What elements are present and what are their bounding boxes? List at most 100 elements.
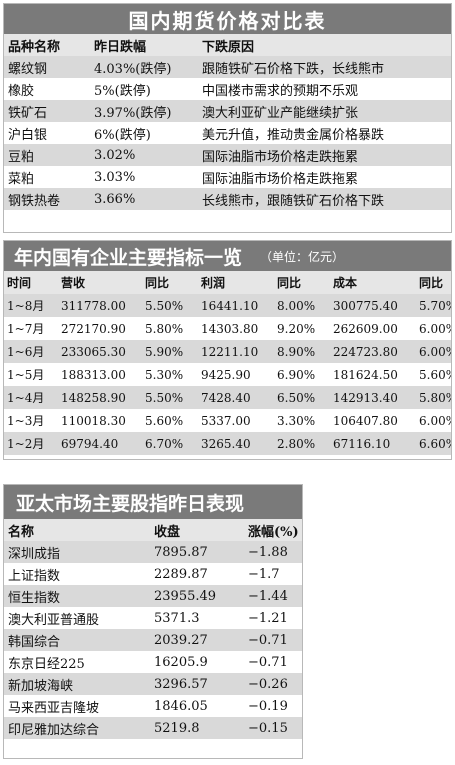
soe-cell: 181624.50 — [330, 363, 416, 386]
table-row: 1~7月 272170.90 5.80% 14303.80 9.20% 262609.00… — [4, 317, 451, 340]
futures-cell: 钢铁热卷 — [4, 188, 90, 210]
soe-cell: 110018.30 — [58, 409, 142, 432]
soe-cell: 6.00% — [416, 409, 451, 432]
asia-cell: 1846.05 — [150, 695, 244, 717]
asia-cell: −1.88 — [244, 541, 302, 563]
soe-header-row: 时间 营收 同比 利润 同比 成本 同比 — [4, 271, 451, 294]
futures-cell: 5%(跌停) — [90, 78, 198, 100]
asia-cell: 5371.3 — [150, 607, 244, 629]
soe-cell: 1~2月 — [4, 432, 58, 455]
soe-cell: 5.60% — [416, 363, 451, 386]
asia-cell: 23955.49 — [150, 585, 244, 607]
soe-cell: 5337.00 — [198, 409, 274, 432]
soe-cell: 3265.40 — [198, 432, 274, 455]
futures-price-panel: 国内期货价格对比表 品种名称 昨日跌幅 下跌原因 螺纹钢 4.03%(跌停) 跟随铁… — [3, 3, 452, 233]
soe-cell: 16441.10 — [198, 294, 274, 317]
asia-cell: 澳大利亚普通股 — [4, 607, 150, 629]
soe-cell: 7428.40 — [198, 386, 274, 409]
table-row: 铁矿石 3.97%(跌停) 澳大利亚矿业产能继续扩张 — [4, 100, 451, 122]
soe-cell: 6.50% — [274, 386, 330, 409]
soe-cell: 5.50% — [142, 294, 198, 317]
soe-cell: 3.30% — [274, 409, 330, 432]
soe-cell: 9.20% — [274, 317, 330, 340]
soe-cell: 6.00% — [416, 317, 451, 340]
asia-cell: 16205.9 — [150, 651, 244, 673]
soe-cell: 5.80% — [142, 317, 198, 340]
soe-cell: 14303.80 — [198, 317, 274, 340]
soe-cell: 262609.00 — [330, 317, 416, 340]
asia-cell: 2039.27 — [150, 629, 244, 651]
asia-cell: −1.44 — [244, 585, 302, 607]
futures-cell: 长线熊市，跟随铁矿石价格下跌 — [198, 188, 451, 210]
futures-header-reason: 下跌原因 — [202, 39, 255, 55]
asia-cell: −1.21 — [244, 607, 302, 629]
soe-cell: 1~5月 — [4, 363, 58, 386]
soe-cell: 5.60% — [142, 409, 198, 432]
asia-header-name: 名称 — [8, 524, 35, 540]
table-row: 恒生指数 23955.49 −1.44 — [4, 585, 302, 607]
soe-header-cost-yoy: 同比 — [419, 276, 444, 290]
soe-cell: 1~7月 — [4, 317, 58, 340]
soe-cell: 5.50% — [142, 386, 198, 409]
futures-cell: 国际油脂市场价格走跌拖累 — [198, 166, 451, 188]
asia-cell: 3296.57 — [150, 673, 244, 695]
soe-table: 时间 营收 同比 利润 同比 成本 同比 1~8月 311778.00 5.50% 1… — [4, 271, 451, 455]
table-row: 澳大利亚普通股 5371.3 −1.21 — [4, 607, 302, 629]
futures-cell: 4.03%(跌停) — [90, 56, 198, 78]
soe-cell: 1~4月 — [4, 386, 58, 409]
asia-cell: 深圳成指 — [4, 541, 150, 563]
table-row: 马来西亚吉隆坡 1846.05 −0.19 — [4, 695, 302, 717]
futures-cell: 3.02% — [90, 144, 198, 166]
asia-cell: −1.7 — [244, 563, 302, 585]
futures-cell: 国际油脂市场价格走跌拖累 — [198, 144, 451, 166]
soe-cell: 12211.10 — [198, 340, 274, 363]
asia-cell: −0.19 — [244, 695, 302, 717]
futures-cell: 3.03% — [90, 166, 198, 188]
asia-cell: 马来西亚吉隆坡 — [4, 695, 150, 717]
soe-cell: 1~8月 — [4, 294, 58, 317]
futures-cell: 铁矿石 — [4, 100, 90, 122]
table-row: 1~5月 188313.00 5.30% 9425.90 6.90% 181624.50 5… — [4, 363, 451, 386]
futures-cell: 美元升值，推动贵金属价格暴跌 — [198, 122, 451, 144]
table-row: 钢铁热卷 3.66% 长线熊市，跟随铁矿石价格下跌 — [4, 188, 451, 210]
futures-cell: 3.97%(跌停) — [90, 100, 198, 122]
asia-cell: 上证指数 — [4, 563, 150, 585]
futures-cell: 螺纹钢 — [4, 56, 90, 78]
soe-indicators-panel: 年内国有企业主要指标一览 （单位：亿元） 时间 营收 同比 利润 同比 成本 同… — [3, 240, 452, 460]
soe-cell: 148258.90 — [58, 386, 142, 409]
soe-cell: 6.90% — [274, 363, 330, 386]
table-row: 上证指数 2289.87 −1.7 — [4, 563, 302, 585]
soe-cell: 8.90% — [274, 340, 330, 363]
soe-cell: 67116.10 — [330, 432, 416, 455]
table-row: 印尼雅加达综合 5219.8 −0.15 — [4, 717, 302, 739]
soe-cell: 224723.80 — [330, 340, 416, 363]
soe-cell: 2.80% — [274, 432, 330, 455]
futures-cell: 澳大利亚矿业产能继续扩张 — [198, 100, 451, 122]
asia-cell: −0.71 — [244, 629, 302, 651]
table-row: 豆粕 3.02% 国际油脂市场价格走跌拖累 — [4, 144, 451, 166]
soe-cell: 6.70% — [142, 432, 198, 455]
asia-cell: 印尼雅加达综合 — [4, 717, 150, 739]
soe-cell: 9425.90 — [198, 363, 274, 386]
futures-cell: 菜粕 — [4, 166, 90, 188]
soe-cell: 1~6月 — [4, 340, 58, 363]
soe-header-revenue: 营收 — [61, 276, 86, 290]
soe-cell: 6.00% — [416, 340, 451, 363]
futures-cell: 橡胶 — [4, 78, 90, 100]
table-row: 螺纹钢 4.03%(跌停) 跟随铁矿石价格下跌，长线熊市 — [4, 56, 451, 78]
asia-cell: 恒生指数 — [4, 585, 150, 607]
futures-title: 国内期货价格对比表 — [4, 4, 451, 34]
futures-cell: 3.66% — [90, 188, 198, 210]
soe-title-bar: 年内国有企业主要指标一览 （单位：亿元） — [4, 241, 451, 271]
table-row: 1~3月 110018.30 5.60% 5337.00 3.30% 106407.80 6… — [4, 409, 451, 432]
soe-cell: 5.70% — [416, 294, 451, 317]
soe-cell: 5.30% — [142, 363, 198, 386]
soe-cell: 300775.40 — [330, 294, 416, 317]
asia-indices-panel: 亚太市场主要股指昨日表现 名称 收盘 涨幅(%) 深圳成指 7895.87 −1.8… — [3, 484, 303, 759]
asia-header-change: 涨幅(%) — [248, 524, 299, 540]
table-row: 菜粕 3.03% 国际油脂市场价格走跌拖累 — [4, 166, 451, 188]
asia-cell: −0.71 — [244, 651, 302, 673]
asia-cell: 新加坡海峡 — [4, 673, 150, 695]
soe-cell: 106407.80 — [330, 409, 416, 432]
table-row: 1~4月 148258.90 5.50% 7428.40 6.50% 142913.40 5… — [4, 386, 451, 409]
